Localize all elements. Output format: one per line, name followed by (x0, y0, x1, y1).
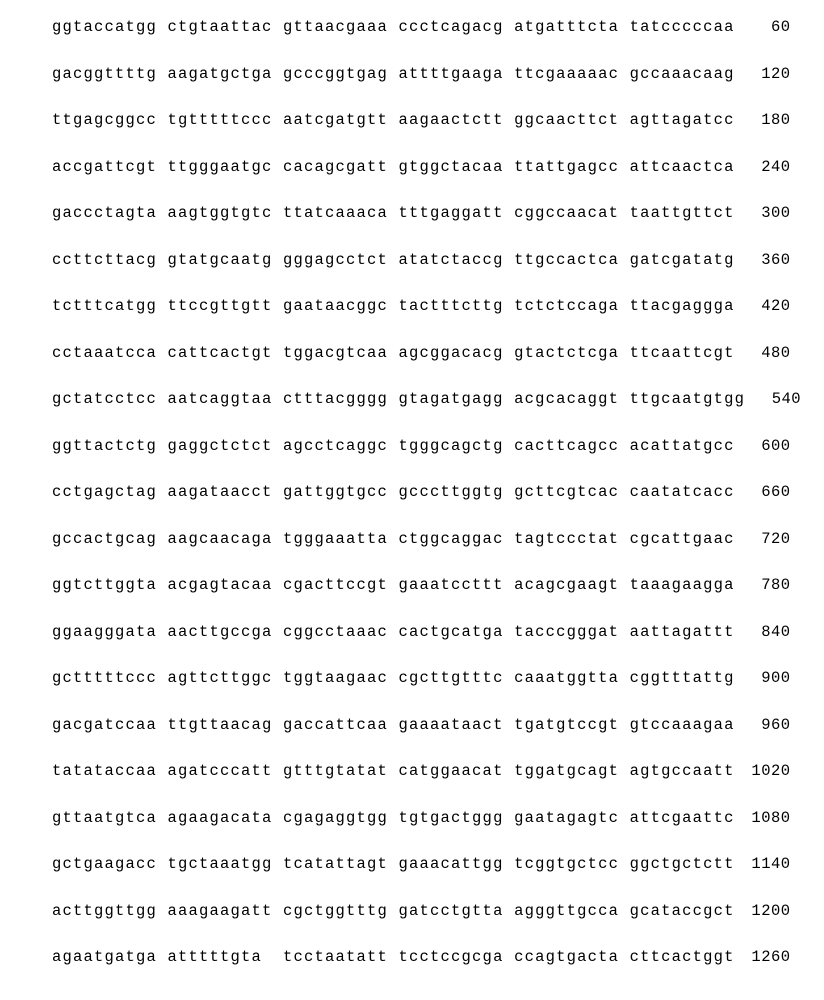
position-number: 720 (735, 532, 791, 548)
position-number: 240 (735, 160, 791, 176)
sequence-listing: ggtaccatgg ctgtaattac gttaacgaaa ccctcag… (0, 0, 824, 1000)
sequence-row: cctgagctag aagataacct gattggtgcc gcccttg… (52, 485, 772, 501)
sequence-blocks: cctgagctag aagataacct gattggtgcc gcccttg… (52, 485, 735, 501)
position-number: 480 (735, 346, 791, 362)
sequence-row: tatataccaa agatcccatt gtttgtatat catggaa… (52, 764, 772, 780)
position-number: 1020 (735, 764, 791, 780)
sequence-blocks: cctaaatcca cattcactgt tggacgtcaa agcggac… (52, 346, 735, 362)
sequence-blocks: tatataccaa agatcccatt gtttgtatat catggaa… (52, 764, 735, 780)
sequence-row: ggtcttggta acgagtacaa cgacttccgt gaaatcc… (52, 578, 772, 594)
sequence-blocks: acttggttgg aaagaagatt cgctggtttg gatcctg… (52, 904, 735, 920)
position-number: 360 (735, 253, 791, 269)
position-number: 780 (735, 578, 791, 594)
sequence-row: ggtaccatgg ctgtaattac gttaacgaaa ccctcag… (52, 20, 772, 36)
sequence-row: gaccctagta aagtggtgtc ttatcaaaca tttgagg… (52, 206, 772, 222)
sequence-blocks: gttaatgtca agaagacata cgagaggtgg tgtgact… (52, 811, 735, 827)
position-number: 180 (735, 113, 791, 129)
sequence-row: cctaaatcca cattcactgt tggacgtcaa agcggac… (52, 346, 772, 362)
sequence-blocks: ggaagggata aacttgccga cggcctaaac cactgca… (52, 625, 735, 641)
sequence-blocks: ttgagcggcc tgtttttccc aatcgatgtt aagaact… (52, 113, 735, 129)
sequence-row: gctttttccc agttcttggc tggtaagaac cgcttgt… (52, 671, 772, 687)
sequence-row: gctatcctcc aatcaggtaa ctttacgggg gtagatg… (52, 392, 772, 408)
position-number: 300 (735, 206, 791, 222)
sequence-row: tctttcatgg ttccgttgtt gaataacggc tactttc… (52, 299, 772, 315)
sequence-row: gacgatccaa ttgttaacag gaccattcaa gaaaata… (52, 718, 772, 734)
position-number: 60 (735, 20, 791, 36)
position-number: 1080 (735, 811, 791, 827)
sequence-row: gctgaagacc tgctaaatgg tcatattagt gaaacat… (52, 857, 772, 873)
sequence-row: accgattcgt ttgggaatgc cacagcgatt gtggcta… (52, 160, 772, 176)
sequence-blocks: accgattcgt ttgggaatgc cacagcgatt gtggcta… (52, 160, 735, 176)
sequence-blocks: gacggttttg aagatgctga gcccggtgag attttga… (52, 67, 735, 83)
sequence-row: ccttcttacg gtatgcaatg gggagcctct atatcta… (52, 253, 772, 269)
position-number: 600 (735, 439, 791, 455)
sequence-blocks: gctttttccc agttcttggc tggtaagaac cgcttgt… (52, 671, 735, 687)
sequence-blocks: gccactgcag aagcaacaga tgggaaatta ctggcag… (52, 532, 735, 548)
position-number: 1260 (735, 950, 791, 966)
position-number: 960 (735, 718, 791, 734)
sequence-row: gccactgcag aagcaacaga tgggaaatta ctggcag… (52, 532, 772, 548)
sequence-blocks: ggttactctg gaggctctct agcctcaggc tgggcag… (52, 439, 735, 455)
position-number: 840 (735, 625, 791, 641)
sequence-blocks: gctgaagacc tgctaaatgg tcatattagt gaaacat… (52, 857, 735, 873)
sequence-blocks: ggtcttggta acgagtacaa cgacttccgt gaaatcc… (52, 578, 735, 594)
sequence-blocks: gaccctagta aagtggtgtc ttatcaaaca tttgagg… (52, 206, 735, 222)
sequence-row: ggttactctg gaggctctct agcctcaggc tgggcag… (52, 439, 772, 455)
sequence-blocks: gacgatccaa ttgttaacag gaccattcaa gaaaata… (52, 718, 735, 734)
position-number: 660 (735, 485, 791, 501)
sequence-row: gacggttttg aagatgctga gcccggtgag attttga… (52, 67, 772, 83)
sequence-row: ttgagcggcc tgtttttccc aatcgatgtt aagaact… (52, 113, 772, 129)
position-number: 420 (735, 299, 791, 315)
position-number: 900 (735, 671, 791, 687)
position-number: 1140 (735, 857, 791, 873)
position-number: 540 (745, 392, 801, 408)
sequence-blocks: ggtaccatgg ctgtaattac gttaacgaaa ccctcag… (52, 20, 735, 36)
sequence-blocks: ccttcttacg gtatgcaatg gggagcctct atatcta… (52, 253, 735, 269)
position-number: 1200 (735, 904, 791, 920)
sequence-row: agaatgatga atttttgta tcctaatatt tcctccgc… (52, 950, 772, 966)
sequence-row: gttaatgtca agaagacata cgagaggtgg tgtgact… (52, 811, 772, 827)
sequence-row: ggaagggata aacttgccga cggcctaaac cactgca… (52, 625, 772, 641)
sequence-row: acttggttgg aaagaagatt cgctggtttg gatcctg… (52, 904, 772, 920)
sequence-blocks: agaatgatga atttttgta tcctaatatt tcctccgc… (52, 950, 735, 966)
sequence-blocks: gctatcctcc aatcaggtaa ctttacgggg gtagatg… (52, 392, 745, 408)
sequence-blocks: tctttcatgg ttccgttgtt gaataacggc tactttc… (52, 299, 735, 315)
position-number: 120 (735, 67, 791, 83)
